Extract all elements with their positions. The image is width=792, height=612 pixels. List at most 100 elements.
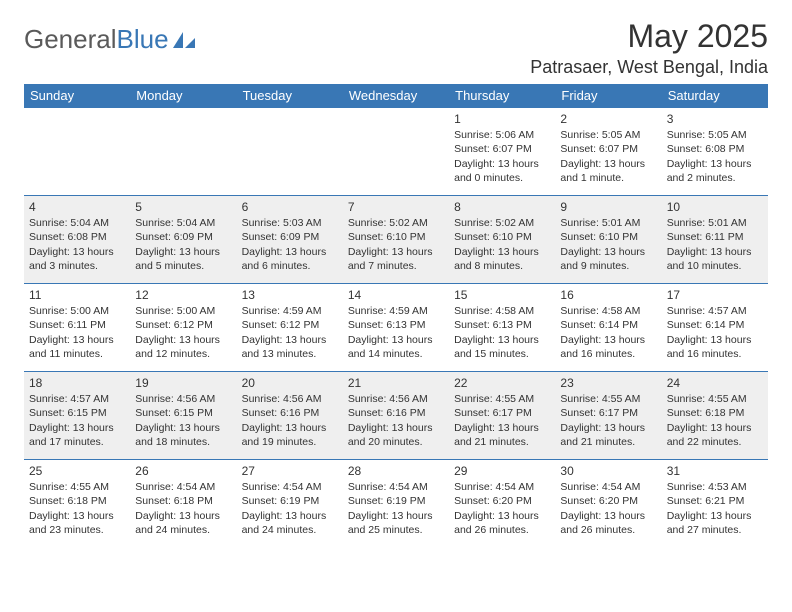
sunset-line: Sunset: 6:19 PM	[348, 494, 444, 508]
calendar-cell: 9Sunrise: 5:01 AMSunset: 6:10 PMDaylight…	[555, 196, 661, 284]
day-number: 11	[29, 287, 125, 303]
calendar-row: 18Sunrise: 4:57 AMSunset: 6:15 PMDayligh…	[24, 372, 768, 460]
sunrise-line: Sunrise: 5:04 AM	[135, 216, 231, 230]
sunset-line: Sunset: 6:13 PM	[454, 318, 550, 332]
sunrise-line: Sunrise: 4:54 AM	[135, 480, 231, 494]
calendar-cell: 3Sunrise: 5:05 AMSunset: 6:08 PMDaylight…	[662, 108, 768, 196]
sunset-line: Sunset: 6:12 PM	[242, 318, 338, 332]
daylight-line: Daylight: 13 hours and 5 minutes.	[135, 245, 231, 273]
sunrise-line: Sunrise: 4:56 AM	[242, 392, 338, 406]
daylight-line: Daylight: 13 hours and 23 minutes.	[29, 509, 125, 537]
calendar-row: 4Sunrise: 5:04 AMSunset: 6:08 PMDaylight…	[24, 196, 768, 284]
day-number: 6	[242, 199, 338, 215]
sunrise-line: Sunrise: 4:57 AM	[667, 304, 763, 318]
sunset-line: Sunset: 6:16 PM	[242, 406, 338, 420]
calendar-row: 25Sunrise: 4:55 AMSunset: 6:18 PMDayligh…	[24, 460, 768, 548]
sunset-line: Sunset: 6:11 PM	[29, 318, 125, 332]
sunrise-line: Sunrise: 5:01 AM	[560, 216, 656, 230]
daylight-line: Daylight: 13 hours and 17 minutes.	[29, 421, 125, 449]
day-header: Friday	[555, 84, 661, 108]
sunrise-line: Sunrise: 4:58 AM	[560, 304, 656, 318]
calendar-cell-empty	[24, 108, 130, 196]
daylight-line: Daylight: 13 hours and 7 minutes.	[348, 245, 444, 273]
sunset-line: Sunset: 6:10 PM	[348, 230, 444, 244]
day-number: 5	[135, 199, 231, 215]
sunrise-line: Sunrise: 4:59 AM	[348, 304, 444, 318]
daylight-line: Daylight: 13 hours and 27 minutes.	[667, 509, 763, 537]
calendar-row: 11Sunrise: 5:00 AMSunset: 6:11 PMDayligh…	[24, 284, 768, 372]
day-number: 15	[454, 287, 550, 303]
daylight-line: Daylight: 13 hours and 18 minutes.	[135, 421, 231, 449]
day-number: 21	[348, 375, 444, 391]
day-header: Thursday	[449, 84, 555, 108]
day-number: 1	[454, 111, 550, 127]
calendar-cell: 13Sunrise: 4:59 AMSunset: 6:12 PMDayligh…	[237, 284, 343, 372]
sunrise-line: Sunrise: 4:56 AM	[348, 392, 444, 406]
daylight-line: Daylight: 13 hours and 26 minutes.	[454, 509, 550, 537]
calendar-cell: 19Sunrise: 4:56 AMSunset: 6:15 PMDayligh…	[130, 372, 236, 460]
calendar-cell-empty	[130, 108, 236, 196]
sunset-line: Sunset: 6:12 PM	[135, 318, 231, 332]
sunset-line: Sunset: 6:16 PM	[348, 406, 444, 420]
logo: GeneralBlue	[24, 18, 197, 55]
daylight-line: Daylight: 13 hours and 15 minutes.	[454, 333, 550, 361]
sunset-line: Sunset: 6:13 PM	[348, 318, 444, 332]
calendar-cell: 26Sunrise: 4:54 AMSunset: 6:18 PMDayligh…	[130, 460, 236, 548]
sunset-line: Sunset: 6:21 PM	[667, 494, 763, 508]
sunrise-line: Sunrise: 4:54 AM	[560, 480, 656, 494]
calendar-cell: 11Sunrise: 5:00 AMSunset: 6:11 PMDayligh…	[24, 284, 130, 372]
calendar-body: 1Sunrise: 5:06 AMSunset: 6:07 PMDaylight…	[24, 108, 768, 548]
day-number: 4	[29, 199, 125, 215]
sunrise-line: Sunrise: 4:55 AM	[454, 392, 550, 406]
calendar-cell: 16Sunrise: 4:58 AMSunset: 6:14 PMDayligh…	[555, 284, 661, 372]
day-number: 23	[560, 375, 656, 391]
calendar-cell: 23Sunrise: 4:55 AMSunset: 6:17 PMDayligh…	[555, 372, 661, 460]
day-number: 31	[667, 463, 763, 479]
daylight-line: Daylight: 13 hours and 24 minutes.	[135, 509, 231, 537]
sunset-line: Sunset: 6:17 PM	[454, 406, 550, 420]
sunrise-line: Sunrise: 5:05 AM	[560, 128, 656, 142]
day-number: 22	[454, 375, 550, 391]
sunset-line: Sunset: 6:09 PM	[135, 230, 231, 244]
daylight-line: Daylight: 13 hours and 11 minutes.	[29, 333, 125, 361]
calendar-cell: 8Sunrise: 5:02 AMSunset: 6:10 PMDaylight…	[449, 196, 555, 284]
day-number: 24	[667, 375, 763, 391]
sunset-line: Sunset: 6:18 PM	[135, 494, 231, 508]
daylight-line: Daylight: 13 hours and 1 minute.	[560, 157, 656, 185]
calendar-cell: 18Sunrise: 4:57 AMSunset: 6:15 PMDayligh…	[24, 372, 130, 460]
sunrise-line: Sunrise: 4:54 AM	[454, 480, 550, 494]
sunrise-line: Sunrise: 5:02 AM	[454, 216, 550, 230]
calendar-cell: 10Sunrise: 5:01 AMSunset: 6:11 PMDayligh…	[662, 196, 768, 284]
day-number: 16	[560, 287, 656, 303]
calendar-cell: 24Sunrise: 4:55 AMSunset: 6:18 PMDayligh…	[662, 372, 768, 460]
day-header: Tuesday	[237, 84, 343, 108]
calendar-cell: 21Sunrise: 4:56 AMSunset: 6:16 PMDayligh…	[343, 372, 449, 460]
sunrise-line: Sunrise: 5:00 AM	[29, 304, 125, 318]
day-number: 9	[560, 199, 656, 215]
day-number: 19	[135, 375, 231, 391]
calendar-cell: 31Sunrise: 4:53 AMSunset: 6:21 PMDayligh…	[662, 460, 768, 548]
calendar-cell: 14Sunrise: 4:59 AMSunset: 6:13 PMDayligh…	[343, 284, 449, 372]
daylight-line: Daylight: 13 hours and 9 minutes.	[560, 245, 656, 273]
calendar-table: SundayMondayTuesdayWednesdayThursdayFrid…	[24, 84, 768, 548]
daylight-line: Daylight: 13 hours and 3 minutes.	[29, 245, 125, 273]
sunrise-line: Sunrise: 4:54 AM	[348, 480, 444, 494]
sunrise-line: Sunrise: 4:56 AM	[135, 392, 231, 406]
sunset-line: Sunset: 6:18 PM	[667, 406, 763, 420]
calendar-header-row: SundayMondayTuesdayWednesdayThursdayFrid…	[24, 84, 768, 108]
calendar-cell: 30Sunrise: 4:54 AMSunset: 6:20 PMDayligh…	[555, 460, 661, 548]
day-number: 2	[560, 111, 656, 127]
day-header: Saturday	[662, 84, 768, 108]
calendar-cell: 17Sunrise: 4:57 AMSunset: 6:14 PMDayligh…	[662, 284, 768, 372]
day-number: 3	[667, 111, 763, 127]
day-number: 29	[454, 463, 550, 479]
daylight-line: Daylight: 13 hours and 16 minutes.	[560, 333, 656, 361]
calendar-cell: 2Sunrise: 5:05 AMSunset: 6:07 PMDaylight…	[555, 108, 661, 196]
sunrise-line: Sunrise: 5:04 AM	[29, 216, 125, 230]
sunrise-line: Sunrise: 5:03 AM	[242, 216, 338, 230]
daylight-line: Daylight: 13 hours and 24 minutes.	[242, 509, 338, 537]
daylight-line: Daylight: 13 hours and 0 minutes.	[454, 157, 550, 185]
sunrise-line: Sunrise: 5:00 AM	[135, 304, 231, 318]
day-number: 7	[348, 199, 444, 215]
day-number: 25	[29, 463, 125, 479]
